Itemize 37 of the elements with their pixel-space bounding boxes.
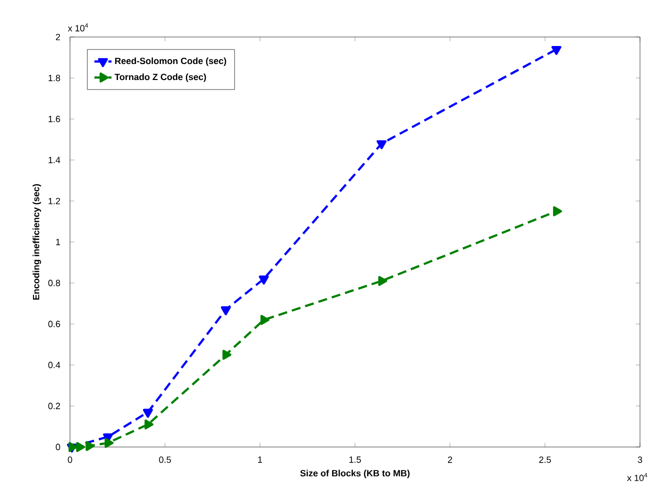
point	[222, 350, 232, 360]
point	[86, 440, 95, 451]
x-tick-label: 0.5	[159, 456, 171, 463]
x-tick-label: 0	[68, 456, 72, 463]
x-tick-label: 2.5	[539, 456, 551, 463]
point	[551, 46, 562, 55]
x-tick-label: 1	[258, 456, 262, 463]
y-tick-label: 0.4	[48, 362, 60, 368]
y-tick-label: 0.2	[48, 402, 60, 410]
y-tick-label: 1.6	[48, 116, 60, 122]
point	[104, 438, 114, 448]
x-tick-label: 1.5	[349, 456, 361, 463]
point	[76, 442, 86, 452]
y-tick-label: 0.6	[48, 320, 60, 328]
point	[260, 314, 270, 325]
y-tick-label: 0	[56, 444, 60, 450]
legend-label: Reed-Solomon Code (sec)	[115, 57, 226, 66]
text: x 10$^{4}$	[68, 23, 88, 32]
point	[142, 408, 153, 418]
text: x 10$^{4}$	[627, 473, 648, 482]
x-axis-title: Size of Blocks (KB to MB)	[300, 470, 410, 478]
point	[144, 419, 154, 430]
point	[258, 276, 269, 284]
y-tick-label: 1.8	[48, 74, 60, 82]
point	[220, 306, 231, 316]
point	[376, 140, 387, 150]
point	[553, 206, 562, 216]
x-tick-label: 2	[448, 456, 452, 463]
point	[378, 276, 388, 286]
y-tick-label: 2	[56, 34, 60, 40]
y-tick-label: 1	[56, 238, 60, 246]
y-axis-title: Encoding inefficiency (sec)	[32, 184, 42, 300]
y-tick-label: 1.4	[48, 156, 60, 164]
legend-label: Tornado Z Code (sec)	[114, 74, 206, 82]
x-tick-label: 3	[638, 456, 642, 463]
y-tick-label: 1.2	[48, 198, 60, 204]
y-tick-label: 0.8	[48, 280, 60, 286]
